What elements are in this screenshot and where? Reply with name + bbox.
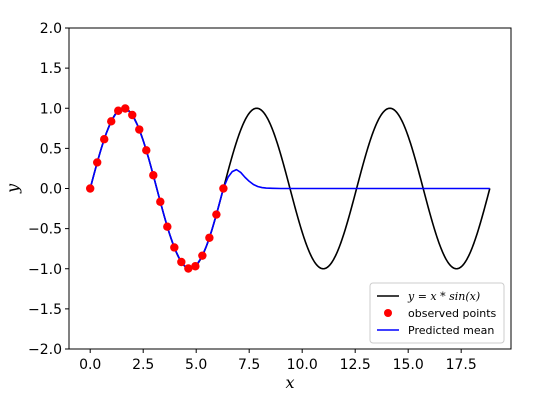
x-tick-label: 7.5 xyxy=(238,357,260,373)
y-tick-label: −2.0 xyxy=(28,342,62,358)
observed-point xyxy=(205,233,214,242)
observed-point xyxy=(170,243,179,252)
legend-swatch-marker xyxy=(384,309,392,317)
x-tick-label: 12.5 xyxy=(340,357,371,373)
observed-point xyxy=(163,222,172,231)
observed-point xyxy=(93,158,102,167)
x-tick-label: 10.0 xyxy=(287,357,318,373)
y-tick-label: 0.5 xyxy=(40,141,62,157)
y-tick-label: 2.0 xyxy=(40,21,62,37)
x-tick-label: 0.0 xyxy=(79,357,101,373)
observed-point xyxy=(100,135,109,144)
observed-point xyxy=(85,184,95,193)
legend-label: observed points xyxy=(408,307,497,320)
observed-point xyxy=(128,110,137,120)
y-tick-label: 0.0 xyxy=(40,182,62,198)
legend-box xyxy=(369,282,505,344)
x-tick-label: 17.5 xyxy=(446,357,477,373)
y-tick-label: −0.5 xyxy=(28,222,62,238)
legend: y = x * sin(x) observed points Predicted m… xyxy=(369,282,505,344)
series-layer xyxy=(85,104,491,273)
y-tick-label: −1.5 xyxy=(28,302,62,318)
y-tick-label: −1.0 xyxy=(28,262,62,278)
observed-point xyxy=(114,106,123,115)
observed-point xyxy=(121,104,130,113)
observed-point xyxy=(219,184,228,193)
x-tick-label: 15.0 xyxy=(393,357,424,373)
y-tick-label: 1.0 xyxy=(40,101,62,117)
observed-point xyxy=(149,171,158,180)
observed-point xyxy=(212,210,221,219)
legend-label: Predicted mean xyxy=(408,324,494,337)
x-tick-label: 2.5 xyxy=(132,357,154,373)
observed-point xyxy=(177,257,186,267)
x-tick-label: 5.0 xyxy=(185,357,207,373)
observed-point xyxy=(198,251,207,260)
axes-layer: 0.0 2.5 5.0 7.5 10.0 12.5 15.0 17.5 2.0 1.5 1.0 0.5… xyxy=(28,21,512,373)
x-axis-label: x xyxy=(285,373,294,392)
y-tick-label: 1.5 xyxy=(40,61,62,77)
observed-point xyxy=(142,146,151,155)
legend-label: y = x * sin(x) xyxy=(407,290,480,303)
observed-point xyxy=(135,125,144,134)
observed-point xyxy=(191,262,200,271)
observed-point xyxy=(156,197,165,206)
y-axis-label: y xyxy=(3,183,22,194)
observed-point xyxy=(107,117,116,126)
observed-point xyxy=(184,264,193,273)
predicted-mean-line xyxy=(89,107,490,270)
